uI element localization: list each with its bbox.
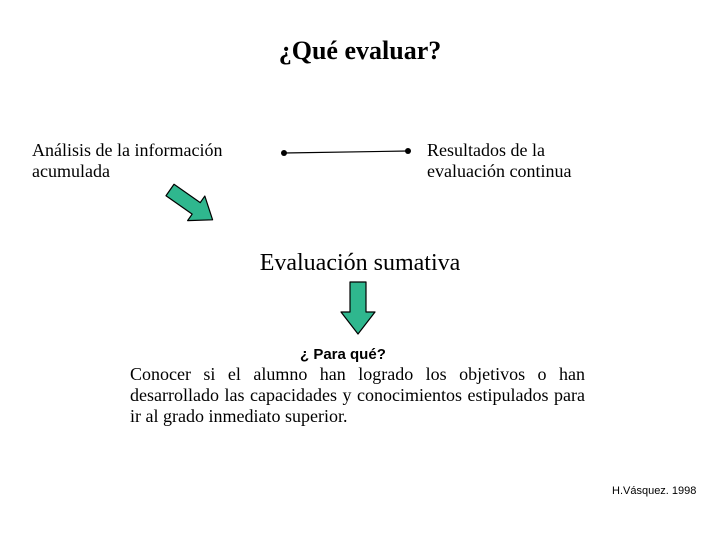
center-heading: Evaluación sumativa — [0, 250, 720, 277]
left-line-1: Análisis de la información — [32, 140, 222, 160]
right-line-2: evaluación continua — [427, 161, 571, 181]
right-source-text: Resultados de la evaluación continua — [427, 140, 602, 182]
left-source-text: Análisis de la información acumulada — [32, 140, 272, 182]
connector-line — [281, 148, 411, 156]
body-paragraph: Conocer si el alumno han logrado los obj… — [130, 364, 585, 427]
left-line-2: acumulada — [32, 161, 110, 181]
para-que-label: ¿ Para qué? — [300, 346, 386, 363]
down-arrow-icon — [341, 282, 375, 334]
footer-credit: H.Vásquez. 1998 — [612, 485, 696, 497]
diagonal-arrow-icon — [161, 178, 221, 232]
right-line-1: Resultados de la — [427, 140, 545, 160]
page-title: ¿Qué evaluar? — [0, 36, 720, 66]
